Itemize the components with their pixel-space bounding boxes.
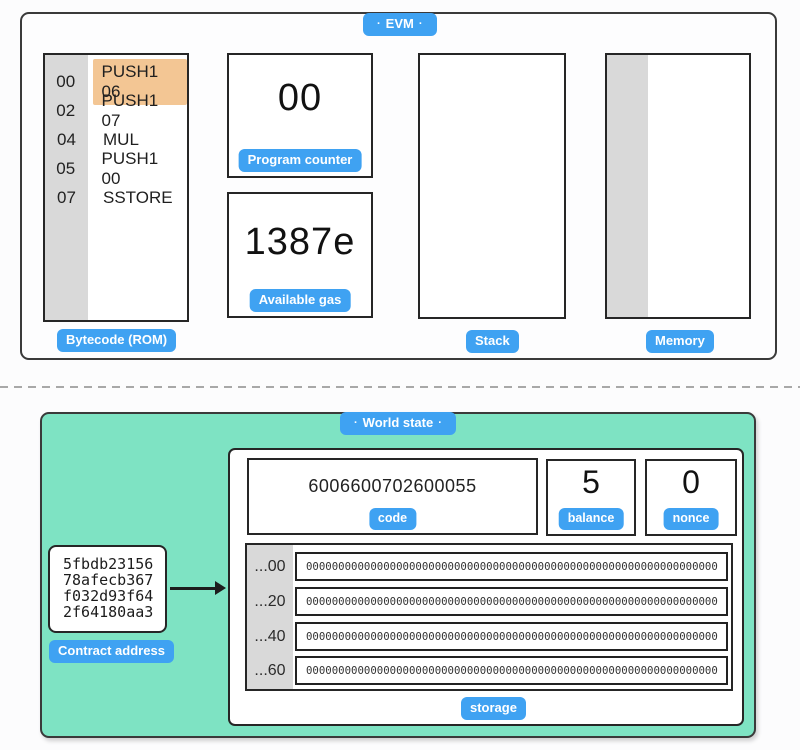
decorative-dot: ·: [438, 417, 442, 429]
storage-label-badge: storage: [461, 697, 526, 720]
bytecode-offset: 00: [56, 71, 76, 91]
nonce-value: 0: [682, 464, 700, 500]
bytecode-instruction: PUSH1 00: [101, 148, 159, 188]
world-state-title: World state: [362, 415, 434, 430]
bytecode-rows: 00 PUSH1 06 02 PUSH1 07 04 MUL 05 PUSH1 …: [45, 58, 187, 212]
bytecode-instruction-highlighted: PUSH1 06: [93, 58, 187, 105]
storage-row-value: 0000000000000000000000000000000000000000…: [295, 622, 728, 651]
bytecode-label-badge: Bytecode (ROM): [57, 329, 177, 352]
storage-offset: ...20: [254, 593, 286, 610]
memory-offset-column: [607, 55, 648, 317]
program-counter-value: 00: [277, 77, 323, 119]
bytecode-row: 07 SSTORE: [45, 183, 187, 212]
evm-title-badge: · EVM ·: [363, 13, 437, 36]
code-label-badge: code: [368, 508, 417, 530]
bytecode-panel: 00 PUSH1 06 02 PUSH1 07 04 MUL 05 PUSH1 …: [43, 53, 189, 322]
contract-address-line: 2f64180aa3: [63, 603, 154, 621]
bytecode-row: 02 PUSH1 07: [45, 91, 187, 130]
program-counter-label-badge: Program counter: [238, 149, 362, 172]
memory-label-badge: Memory: [646, 330, 714, 353]
storage-row-value: 0000000000000000000000000000000000000000…: [295, 656, 728, 685]
bytecode-offset: 07: [57, 187, 76, 207]
available-gas-value: 1387e: [244, 221, 356, 263]
storage-offset: ...40: [254, 628, 286, 645]
bytecode-offset-column: [45, 55, 88, 320]
decorative-dot: ·: [418, 18, 423, 30]
available-gas-label-badge: Available gas: [249, 289, 351, 312]
bytecode-offset: 02: [56, 100, 76, 120]
bytecode-row: 05 PUSH1 00: [45, 149, 187, 188]
bytecode-offset: 05: [56, 158, 76, 178]
arrow-head-icon: [215, 581, 226, 595]
evm-title: EVM: [385, 16, 414, 31]
nonce-label-badge: nonce: [663, 508, 719, 530]
bytecode-row: 04 MUL: [45, 125, 187, 154]
bytecode-instruction: PUSH1 07: [101, 90, 159, 130]
stack-panel: [418, 53, 566, 319]
nonce-box: 0 nonce: [645, 459, 737, 536]
contract-address-line: f032d93f64: [63, 587, 154, 605]
contract-address-line: 5fbdb23156: [63, 555, 154, 573]
section-divider: [0, 386, 800, 388]
contract-address-label-badge: Contract address: [49, 640, 174, 663]
bytecode-instruction: SSTORE: [103, 187, 173, 207]
storage-row-value: 0000000000000000000000000000000000000000…: [295, 552, 728, 581]
bytecode-instruction: MUL: [103, 129, 139, 149]
code-value: 6006600702600055: [308, 476, 477, 496]
storage-offset-column: [247, 545, 293, 689]
program-counter-panel: 00 Program counter: [227, 53, 373, 178]
arrow-line: [170, 587, 219, 590]
world-state-title-badge: · World state ·: [340, 412, 456, 435]
decorative-dot: ·: [354, 417, 358, 429]
storage-table: ...00 0000000000000000000000000000000000…: [245, 543, 733, 691]
decorative-dot: ·: [377, 18, 381, 30]
bytecode-row: 00 PUSH1 06: [45, 58, 187, 105]
balance-label-badge: balance: [558, 508, 624, 530]
stack-label-badge: Stack: [466, 330, 519, 353]
contract-address-line: 78afecb367: [63, 571, 154, 589]
storage-offset: ...60: [254, 662, 286, 679]
balance-value: 5: [582, 464, 600, 500]
contract-address-box: 5fbdb23156 78afecb367 f032d93f64 2f64180…: [48, 545, 167, 633]
bytecode-offset: 04: [57, 129, 76, 149]
code-box: 6006600702600055 code: [247, 458, 538, 535]
available-gas-panel: 1387e Available gas: [227, 192, 373, 318]
memory-panel: [605, 53, 751, 319]
storage-row-value: 0000000000000000000000000000000000000000…: [295, 587, 728, 616]
balance-box: 5 balance: [546, 459, 636, 536]
storage-offset: ...00: [254, 558, 286, 575]
